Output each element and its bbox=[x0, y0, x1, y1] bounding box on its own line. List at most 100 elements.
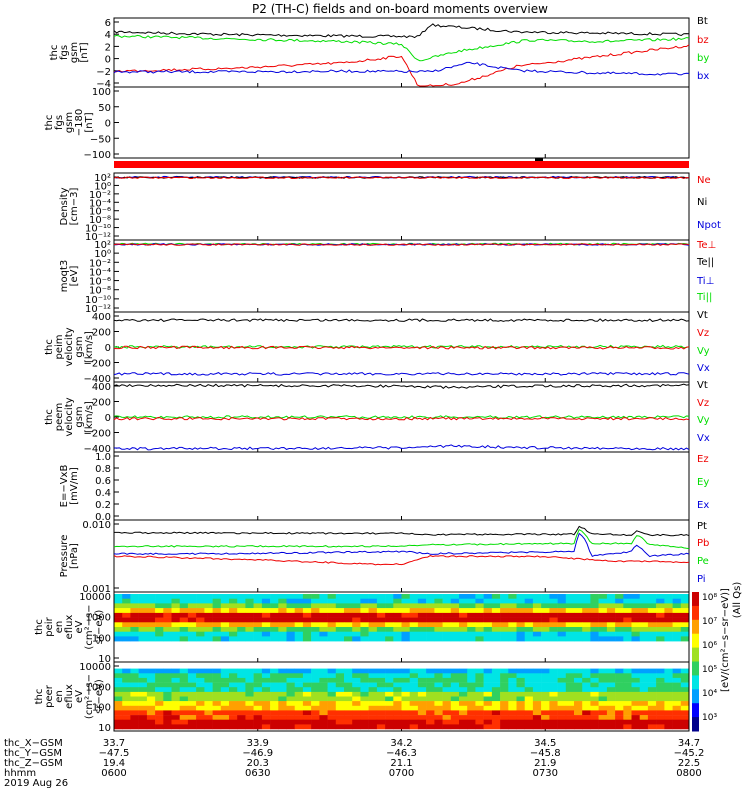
fgs-ytick-label: −2 bbox=[96, 67, 111, 78]
peer_spec-cell bbox=[401, 696, 410, 702]
peem_velocity-ylabel: velocity bbox=[64, 397, 75, 436]
peer_spec-cell bbox=[417, 668, 427, 674]
peer_spec-cell bbox=[434, 682, 443, 688]
peer_spec-cell bbox=[245, 682, 254, 688]
peir_spec-cell bbox=[319, 612, 328, 618]
peir_spec-cell bbox=[311, 636, 320, 642]
peer_spec-cell bbox=[146, 673, 156, 679]
peir_spec-cell bbox=[639, 598, 649, 604]
colorbar-label: [eV/(cm²−s−sr−eV)] bbox=[720, 588, 731, 692]
peer_spec-cell bbox=[187, 677, 197, 683]
peir_spec-cell bbox=[631, 608, 640, 614]
peir_spec-cell bbox=[368, 631, 378, 637]
peer_spec-cell bbox=[459, 691, 468, 697]
peer_spec-cell bbox=[574, 687, 583, 693]
peir_spec-cell bbox=[179, 617, 189, 623]
peer_spec-cell bbox=[409, 691, 419, 697]
peer_spec-cell bbox=[270, 682, 279, 688]
peir_spec-cell bbox=[426, 594, 435, 599]
peir_spec-cell bbox=[130, 598, 139, 604]
peir_spec-cell bbox=[171, 617, 180, 623]
peer_spec-cell bbox=[516, 673, 525, 679]
peer_spec-cell bbox=[549, 687, 558, 693]
peer_spec-cell bbox=[294, 682, 304, 688]
peer_spec-cell bbox=[179, 701, 189, 706]
peir_spec-cell bbox=[615, 622, 624, 628]
peer_spec-cell bbox=[459, 701, 468, 706]
peir_spec-cell bbox=[565, 608, 575, 614]
peer_spec-cell bbox=[491, 710, 501, 716]
peer_spec-cell bbox=[491, 696, 501, 702]
peer_spec-cell bbox=[606, 691, 616, 697]
peer_spec-cell bbox=[220, 677, 230, 683]
temperature-legend-3: Ti|| bbox=[696, 292, 712, 303]
peir_spec-cell bbox=[229, 636, 238, 642]
peer_spec-cell bbox=[541, 724, 550, 730]
peer_spec-cell bbox=[327, 673, 337, 679]
peir_spec-cell bbox=[549, 612, 558, 618]
peer_spec-cell bbox=[245, 696, 254, 702]
peir_spec-cell bbox=[647, 622, 657, 628]
peir_spec-cell bbox=[672, 598, 682, 604]
peer_spec-cell bbox=[229, 691, 238, 697]
peer_spec-cell bbox=[409, 668, 419, 674]
peer_spec-cell bbox=[615, 696, 624, 702]
peer_spec-cell bbox=[656, 668, 665, 674]
peer_spec-cell bbox=[163, 696, 172, 702]
peer_spec-cell bbox=[311, 710, 320, 716]
peer_spec-cell bbox=[171, 687, 180, 693]
peem_velocity-legend-2: Vy bbox=[697, 415, 710, 426]
peer_spec-cell bbox=[245, 719, 254, 725]
peir_spec-cell bbox=[196, 622, 205, 628]
peer_spec-cell bbox=[491, 682, 501, 688]
peer_spec-cell bbox=[483, 715, 493, 720]
peir_spec-cell bbox=[606, 598, 616, 604]
peer_spec-cell bbox=[582, 691, 591, 697]
peir_spec-cell bbox=[500, 603, 509, 609]
peir_spec-cell bbox=[286, 631, 295, 637]
peir_spec-cell bbox=[524, 636, 534, 642]
peir_spec-cell bbox=[212, 617, 222, 623]
peer_spec-cell bbox=[253, 701, 263, 706]
peir_spec-cell bbox=[130, 636, 139, 642]
peer_spec-cell bbox=[417, 705, 427, 711]
peir_spec-cell bbox=[155, 636, 164, 642]
peer_spec-cell bbox=[426, 677, 435, 683]
peer_spec-cell bbox=[541, 705, 550, 711]
peer_spec-cell bbox=[508, 687, 517, 693]
peir_spec-cell bbox=[344, 612, 353, 618]
peir_spec-cell bbox=[368, 603, 378, 609]
peer_spec-cell bbox=[615, 677, 624, 683]
temperature-ytick-label: 10⁻² bbox=[89, 258, 111, 269]
peir_spec-cell bbox=[532, 598, 542, 604]
peer_spec-cell bbox=[450, 696, 460, 702]
peir_spec-cell bbox=[352, 603, 361, 609]
peer_spec-cell bbox=[155, 719, 164, 725]
peir_spec-cell bbox=[179, 598, 189, 604]
peer_spec-ylabel: eV bbox=[74, 690, 85, 703]
peer_spec-cell bbox=[631, 715, 640, 720]
peem_velocity-ytick-label: −200 bbox=[84, 429, 111, 440]
peer_spec-cell bbox=[302, 668, 312, 674]
peer_spec-cell bbox=[187, 682, 197, 688]
fgs_hires-ylabel: gsm bbox=[64, 112, 75, 133]
peer_spec-cell bbox=[500, 724, 509, 730]
peer_spec-cell bbox=[393, 724, 402, 730]
peer_spec-cell bbox=[656, 696, 665, 702]
peir_spec-cell bbox=[549, 622, 558, 628]
peir_spec-cell bbox=[146, 636, 156, 642]
peir_spec-cell bbox=[606, 631, 616, 637]
peir_spec-cell bbox=[286, 603, 295, 609]
colorbar-segment bbox=[692, 717, 699, 732]
temperature-ytick-label: 10⁻¹⁰ bbox=[85, 295, 111, 306]
fgs_hires-ylabel: −180 bbox=[74, 109, 85, 136]
peer_spec-cell bbox=[286, 719, 295, 725]
peer_spec-cell bbox=[623, 705, 632, 711]
density-frame bbox=[113, 172, 690, 241]
peir_spec-cell bbox=[179, 627, 189, 632]
peir_spec-cell bbox=[335, 622, 345, 628]
peir_spec-cell bbox=[368, 594, 378, 599]
peir_spec-cell bbox=[508, 594, 517, 599]
peir_spec-cell bbox=[615, 617, 624, 623]
peer_spec-cell bbox=[327, 715, 337, 720]
